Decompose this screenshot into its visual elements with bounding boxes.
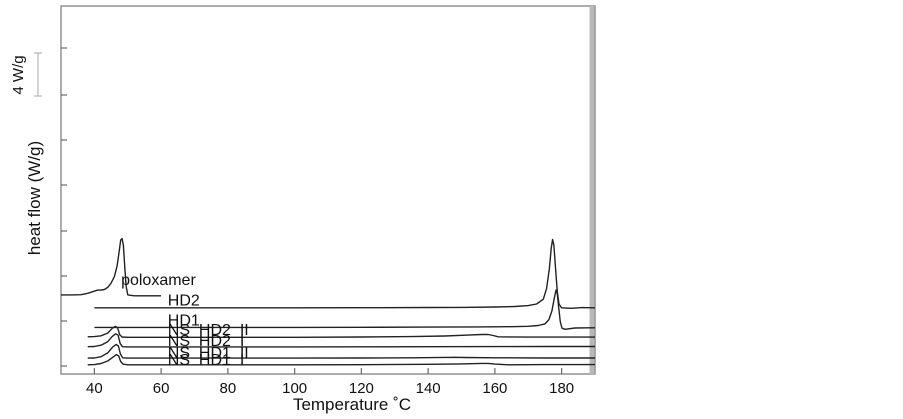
series-line-5 [87, 343, 595, 359]
scale-bar: 4 W/g [10, 52, 42, 97]
x-axis-ticks: 40 60 80 100 120 140 160 180 [86, 368, 574, 397]
series-line-2 [94, 289, 595, 330]
x-tick-label-60: 60 [153, 380, 170, 397]
series-line-1 [94, 238, 596, 309]
series-line-6 [87, 353, 595, 366]
right-edge-shading [589, 6, 595, 374]
x-axis-title: Temperature ˚C [293, 395, 411, 414]
x-tick-label-160: 160 [482, 380, 507, 397]
x-tick-label-120: 120 [349, 380, 374, 397]
series-label-2: HD1 [168, 313, 200, 330]
y-axis-ticks [61, 47, 67, 367]
x-tick-label-180: 180 [549, 380, 574, 397]
series-line-0 [61, 237, 162, 297]
plot-frame [60, 5, 596, 375]
x-tick-label-100: 100 [282, 380, 307, 397]
series-label-5: NS HD1 II [168, 345, 249, 362]
series-label-6: NS HD1 I [168, 352, 244, 369]
series-label-0: poloxamer [121, 272, 196, 289]
series-label-3: NS HD2 II [168, 322, 249, 339]
series-label-1: HD2 [168, 293, 200, 310]
series-line-3 [87, 325, 595, 338]
plot-area-border [60, 5, 596, 375]
series-label-4: NS HD2 I [168, 333, 244, 350]
series-line-4 [87, 333, 595, 348]
y-axis-title: heat flow (W/g) [25, 141, 44, 255]
x-tick-label-80: 80 [220, 380, 237, 397]
series-curves [61, 237, 596, 366]
x-tick-label-40: 40 [86, 380, 103, 397]
scale-bar-label: 4 W/g [10, 55, 27, 94]
x-tick-label-140: 140 [416, 380, 441, 397]
